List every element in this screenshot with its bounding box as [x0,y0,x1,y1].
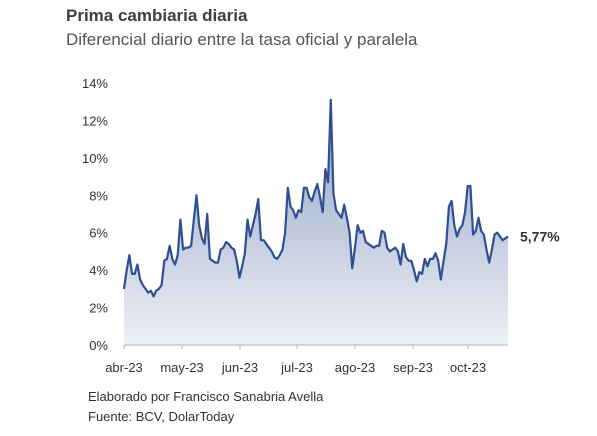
y-tick-label: 8% [89,188,108,203]
x-tick-label: sep-23 [393,360,433,375]
x-tick-label: ago-23 [335,360,375,375]
y-tick-label: 12% [82,113,108,128]
footer-author: Elaborado por Francisco Sanabria Avella [88,389,324,404]
series-line [122,98,509,298]
chart-subtitle: Diferencial diario entre la tasa oficial… [66,30,418,49]
last-value-label: 5,77% [520,228,560,244]
y-tick-label: 0% [89,338,108,353]
chart-title: Prima cambiaria diaria [66,6,248,25]
x-tick-label: jun-23 [221,360,258,375]
y-tick-label: 10% [82,151,108,166]
footer-source: Fuente: BCV, DolarToday [88,409,235,424]
y-tick-label: 4% [89,263,108,278]
x-tick-label: jul-23 [280,360,313,375]
y-tick-label: 14% [82,76,108,91]
x-tick-label: abr-23 [105,360,143,375]
x-tick-label: oct-23 [450,360,486,375]
y-tick-label: 6% [89,226,108,241]
y-tick-label: 2% [89,301,108,316]
x-tick-label: may-23 [160,360,203,375]
series-area [124,99,508,345]
